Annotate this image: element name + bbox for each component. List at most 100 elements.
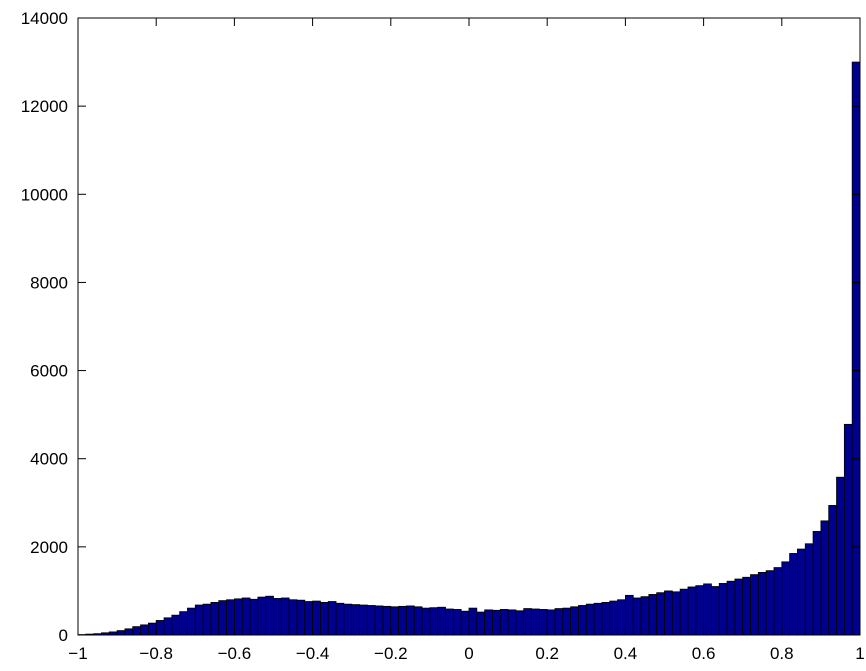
histogram-bar [680, 589, 688, 635]
histogram-bar [305, 602, 313, 635]
x-tick-label: 0.6 [692, 644, 716, 663]
histogram-bar [641, 597, 649, 635]
histogram-bar [625, 595, 633, 635]
x-tick-label: −0.8 [139, 644, 173, 663]
histogram-bar [492, 610, 500, 635]
x-tick-label: 0.8 [770, 644, 794, 663]
histogram-bar [336, 603, 344, 635]
histogram-bar [148, 623, 156, 635]
histogram-bar [610, 601, 618, 635]
histogram-bar [258, 597, 266, 635]
histogram-bar [727, 581, 735, 635]
histogram-bar [266, 596, 274, 635]
histogram-bar [422, 608, 430, 635]
histogram-bar [360, 605, 368, 635]
ticks-layer: −1 −0.8 −0.6 −0.4 −0.2 0 0.2 0.4 0.6 0.8 1 0 2000 400… [21, 9, 865, 663]
histogram-bar [344, 604, 352, 635]
histogram-bar [461, 611, 469, 635]
histogram-bar [532, 609, 540, 635]
histogram-bar [657, 593, 665, 635]
histogram-bar [485, 610, 493, 635]
histogram-bar [704, 584, 712, 635]
histogram-bar [618, 600, 626, 635]
histogram-bar [430, 608, 438, 635]
histogram-bar [242, 598, 250, 635]
histogram-bar [586, 604, 594, 635]
x-tick-label: −0.2 [374, 644, 408, 663]
histogram-bar [414, 607, 422, 635]
histogram-bar [203, 604, 211, 635]
histogram-bar [633, 598, 641, 635]
histogram-bar [821, 521, 829, 635]
histogram-bar [156, 620, 164, 635]
y-tick-label: 14000 [21, 9, 68, 28]
y-tick-label: 2000 [30, 538, 68, 557]
histogram-bar [672, 592, 680, 635]
histogram-bar [399, 606, 407, 635]
histogram-bar [594, 603, 602, 635]
histogram-bar [453, 609, 461, 635]
histogram-bar [125, 629, 133, 635]
histogram-bar [516, 611, 524, 635]
histogram-bar [219, 601, 227, 635]
histogram-bar [758, 572, 766, 635]
histogram-bar [790, 553, 798, 635]
histogram-bar [539, 609, 547, 635]
histogram-bar [813, 531, 821, 635]
x-tick-label: 0 [464, 644, 473, 663]
histogram-bar [751, 575, 759, 635]
histogram-bar [211, 602, 219, 635]
histogram-bar [180, 612, 188, 635]
histogram-bar [289, 600, 297, 635]
histogram-bar [352, 605, 360, 635]
histogram-bar [133, 627, 141, 635]
histogram-bar [320, 602, 328, 635]
histogram-bar [227, 600, 235, 635]
histogram-bar [719, 583, 727, 635]
histogram-bar [743, 577, 751, 635]
histogram-bar [297, 600, 305, 635]
y-tick-label: 0 [59, 626, 68, 645]
histogram-bar [524, 609, 532, 635]
histogram-bar [274, 598, 282, 635]
histogram-bar [829, 505, 837, 635]
histogram-bar [172, 615, 180, 635]
x-tick-label: −0.4 [296, 644, 330, 663]
x-tick-label: −1 [68, 644, 87, 663]
plot-frame [78, 18, 860, 635]
histogram-bar [852, 62, 860, 635]
x-tick-label: 1 [855, 644, 864, 663]
y-tick-label: 6000 [30, 362, 68, 381]
histogram-bar [406, 606, 414, 635]
histogram-bar [469, 608, 477, 635]
histogram-bar [500, 609, 508, 635]
histogram-bar [665, 591, 673, 635]
x-tick-label: 0.4 [614, 644, 638, 663]
histogram-bar [696, 586, 704, 635]
histogram-bar [477, 612, 485, 635]
x-tick-label: −0.6 [218, 644, 252, 663]
x-tick-label: 0.2 [535, 644, 559, 663]
histogram-bar [281, 598, 289, 635]
histogram-bar [446, 609, 454, 635]
histogram-bar [688, 587, 696, 635]
histogram-bar [141, 625, 149, 635]
y-tick-label: 4000 [30, 450, 68, 469]
histogram-bar [797, 549, 805, 635]
histogram-bar [837, 477, 845, 635]
histogram-bar [250, 599, 258, 635]
histogram-bar [367, 605, 375, 635]
y-tick-label: 8000 [30, 273, 68, 292]
histogram-bar [649, 594, 657, 635]
histogram-bar [766, 571, 774, 635]
y-tick-label: 12000 [21, 97, 68, 116]
axes-layer [78, 18, 860, 635]
histogram-bar [774, 568, 782, 635]
histogram-bar [547, 610, 555, 635]
histogram-bar [571, 607, 579, 635]
histogram-bar [578, 605, 586, 635]
histogram-bar [711, 587, 719, 635]
histogram-bar [805, 544, 813, 635]
histogram-bar [375, 606, 383, 635]
